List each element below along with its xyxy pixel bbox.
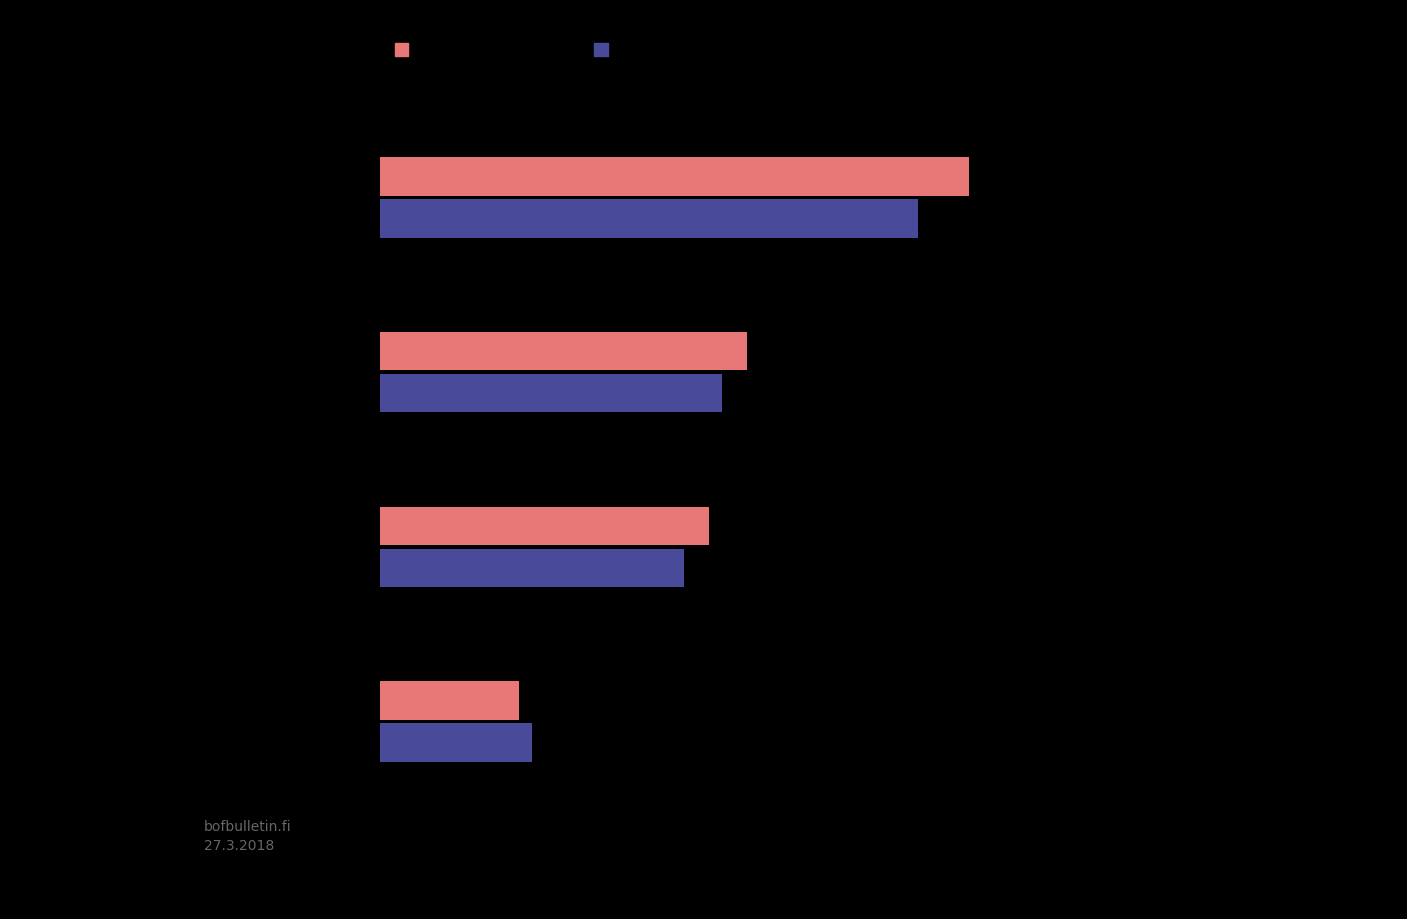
Legend: Senior sovereign, Senior bank: Senior sovereign, Senior bank	[388, 35, 727, 66]
Bar	[380, 374, 722, 413]
Bar	[380, 549, 684, 587]
Bar	[380, 681, 519, 720]
Bar	[380, 332, 747, 370]
Bar	[380, 506, 709, 545]
Bar	[380, 199, 917, 238]
Text: bofbulletin.fi: bofbulletin.fi	[204, 821, 291, 834]
Text: 27.3.2018: 27.3.2018	[204, 839, 274, 853]
Bar	[380, 723, 532, 762]
Bar	[380, 157, 968, 196]
